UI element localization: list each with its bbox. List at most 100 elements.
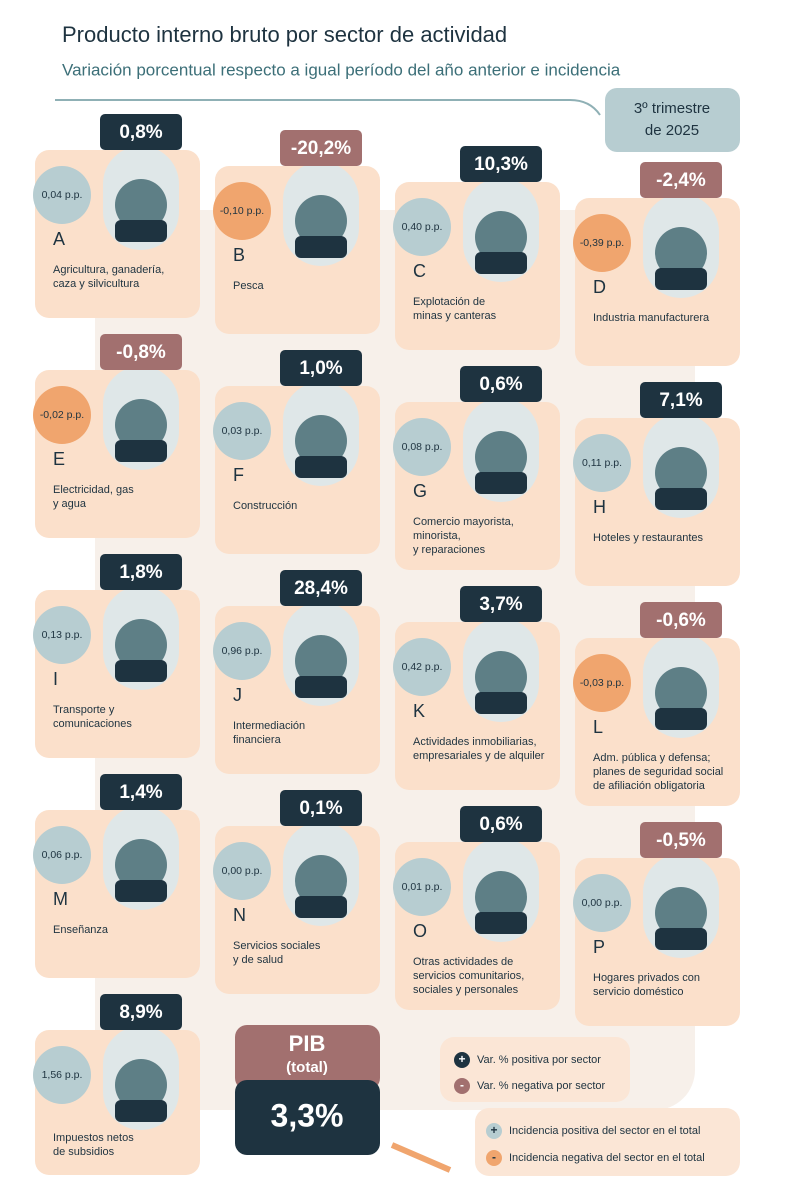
incidence-label: 0,11 p.p. [582, 457, 622, 469]
sector-name: minorista, [413, 530, 461, 542]
variation-tag [100, 994, 182, 1030]
variation-tag [100, 774, 182, 810]
variation-label: 28,4% [294, 578, 348, 599]
period-badge [605, 88, 740, 152]
incidence-label: 0,00 p.p. [582, 897, 623, 909]
incidence-badge [573, 214, 631, 272]
incidence-badge [393, 418, 451, 476]
sector-icon-base [115, 1100, 167, 1122]
sector-name: Industria manufacturera [593, 312, 710, 324]
incidence-label: 0,42 p.p. [402, 661, 443, 673]
variation-label: 10,3% [474, 154, 528, 175]
sector-name: de afiliación obligatoria [593, 780, 706, 792]
incidence-label: 0,13 p.p. [42, 629, 83, 641]
legend-symbol: + [490, 1123, 497, 1137]
incidence-badge [33, 826, 91, 884]
incidence-label: 0,08 p.p. [402, 441, 443, 453]
sector-icon [295, 855, 347, 907]
legend-box [440, 1037, 630, 1102]
sector-icon-base [295, 236, 347, 258]
sector-icon-base [655, 928, 707, 950]
variation-tag [640, 602, 722, 638]
incidence-badge [33, 1046, 91, 1104]
sector-icon [295, 415, 347, 467]
total-header [235, 1025, 380, 1090]
variation-label: -0,8% [116, 342, 166, 363]
sector-name: Comercio mayorista, [413, 516, 514, 528]
sector-letter: M [53, 889, 68, 909]
sector-name: Impuestos netos [53, 1132, 134, 1144]
incidence-label: 0,03 p.p. [222, 425, 263, 437]
variation-tag [100, 554, 182, 590]
legend-swatch [486, 1123, 502, 1139]
legend-box [475, 1108, 740, 1176]
sector-name: y reparaciones [413, 544, 486, 556]
legend-symbol: - [460, 1078, 464, 1092]
sector-name: y de salud [233, 954, 283, 966]
sector-icon [115, 179, 167, 231]
period-line: 3º trimestre [634, 100, 710, 117]
sector-icon-base [115, 440, 167, 462]
sector-name: caza y silvicultura [53, 278, 140, 290]
sector-letter: K [413, 701, 425, 721]
variation-tag [460, 806, 542, 842]
sector-icon-base [115, 220, 167, 242]
sector-letter: J [233, 685, 242, 705]
variation-label: 1,8% [119, 562, 162, 583]
incidence-label: -0,39 p.p. [580, 237, 624, 249]
sector-name: Hoteles y restaurantes [593, 532, 704, 544]
variation-tag [280, 130, 362, 166]
sector-letter: A [53, 229, 65, 249]
sector-name: Otras actividades de [413, 956, 513, 968]
sector-letter: B [233, 245, 245, 265]
sector-icon [115, 839, 167, 891]
incidence-label: -0,02 p.p. [40, 409, 84, 421]
sector-icon [295, 195, 347, 247]
sector-name: Transporte y [53, 704, 115, 716]
incidence-label: -0,03 p.p. [580, 677, 624, 689]
sector-name: servicio doméstico [593, 986, 683, 998]
incidence-badge [33, 166, 91, 224]
sector-letter: H [593, 497, 606, 517]
sector-icon-base [655, 708, 707, 730]
sector-name: y agua [53, 498, 87, 510]
incidence-label: 0,01 p.p. [402, 881, 443, 893]
incidence-label: 0,96 p.p. [222, 645, 263, 657]
legend-symbol: + [458, 1052, 465, 1066]
variation-label: -2,4% [656, 170, 706, 191]
variation-tag [280, 350, 362, 386]
pencil [390, 1142, 452, 1173]
sector-icon [475, 651, 527, 703]
sector-icon-base [475, 252, 527, 274]
sector-name: Explotación de [413, 296, 485, 308]
sector-icon [115, 619, 167, 671]
total-title: PIB [289, 1031, 326, 1056]
sector-name: Enseñanza [53, 924, 109, 936]
incidence-label: 0,06 p.p. [42, 849, 83, 861]
variation-label: 0,1% [299, 798, 342, 819]
incidence-badge [393, 858, 451, 916]
sector-name: financiera [233, 734, 282, 746]
sector-name: Actividades inmobiliarias, [413, 736, 537, 748]
sector-icon [295, 635, 347, 687]
period-line: de 2025 [645, 122, 699, 139]
sector-name: Agricultura, ganadería, [53, 264, 164, 276]
sector-name: Adm. pública y defensa; [593, 752, 710, 764]
variation-label: 0,6% [479, 814, 522, 835]
sector-name: planes de seguridad social [593, 766, 723, 778]
sector-name: comunicaciones [53, 718, 132, 730]
sector-icon [115, 399, 167, 451]
sector-icon [655, 447, 707, 499]
sector-icon-base [475, 692, 527, 714]
variation-tag [280, 570, 362, 606]
variation-label: 3,7% [479, 594, 522, 615]
sector-letter: N [233, 905, 246, 925]
total-subtitle: (total) [286, 1059, 328, 1076]
sector-icon [655, 887, 707, 939]
incidence-label: 0,40 p.p. [402, 221, 443, 233]
legend-swatch [454, 1052, 470, 1068]
sector-icon-base [295, 896, 347, 918]
incidence-badge [33, 386, 91, 444]
